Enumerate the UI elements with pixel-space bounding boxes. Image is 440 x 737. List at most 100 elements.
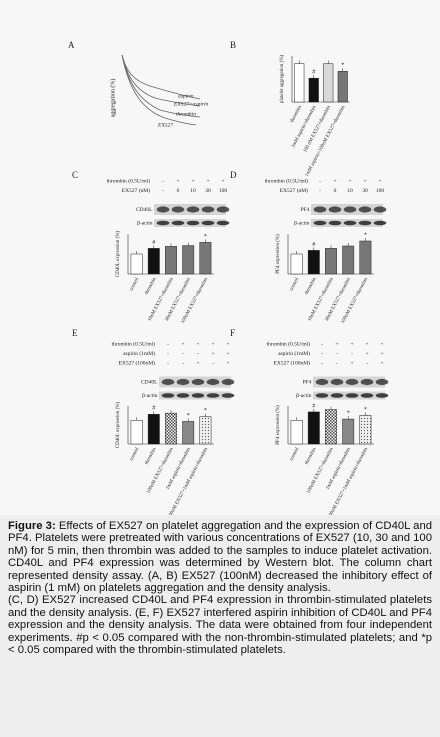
band-label: CD40L	[141, 379, 158, 385]
panel-label: B	[230, 40, 236, 50]
row-cell: -	[167, 351, 169, 357]
blot-band	[358, 220, 372, 226]
blot-band	[201, 206, 215, 213]
panel-label: A	[68, 40, 75, 50]
blot-band	[186, 220, 200, 226]
row-cell: +	[333, 178, 336, 184]
row-cell: -	[182, 360, 184, 366]
blot-band	[191, 378, 205, 386]
curve	[121, 54, 201, 118]
significance-marker: #	[152, 240, 155, 246]
bar	[290, 253, 303, 275]
bar	[325, 409, 337, 445]
blot-band	[201, 220, 215, 226]
blot-band	[176, 378, 190, 386]
blot-band	[373, 206, 387, 213]
row-cell: -	[366, 360, 368, 366]
row-cell: -	[336, 351, 338, 357]
bar	[199, 242, 212, 275]
blot-band	[360, 378, 374, 386]
blot-band	[315, 378, 329, 386]
band-label: PF4	[301, 207, 310, 213]
blot-band	[345, 393, 359, 398]
row-cell: +	[350, 341, 353, 347]
x-tick-label: control	[129, 277, 140, 292]
significance-marker: #	[312, 70, 315, 76]
blot-band	[171, 206, 185, 213]
row-cell: +	[211, 351, 214, 357]
bar	[359, 240, 372, 275]
row-cell: +	[380, 341, 383, 347]
bar	[294, 63, 305, 103]
bar	[165, 412, 177, 445]
bar	[342, 418, 355, 445]
row-label: EX527 (nM)	[280, 187, 308, 194]
row-cell: 10	[190, 188, 196, 194]
curve	[121, 54, 201, 100]
row-cell: +	[211, 341, 214, 347]
caption-paragraph: (C, D) EX527 increased CD40L and PF4 exp…	[8, 594, 432, 657]
blot-band	[313, 206, 327, 213]
bar	[130, 253, 143, 275]
significance-marker: *	[364, 407, 367, 413]
significance-marker: *	[364, 232, 367, 238]
row-cell: -	[167, 360, 169, 366]
significance-marker: #	[312, 403, 315, 409]
blot-band	[330, 393, 344, 398]
row-cell: -	[162, 178, 164, 184]
row-cell: +	[365, 351, 368, 357]
row-cell: +	[380, 360, 383, 366]
blot-band	[206, 378, 220, 386]
row-label: thrombin (0.5U/ml)	[107, 177, 151, 184]
band-label: β-actin	[294, 220, 310, 226]
bar	[147, 248, 160, 275]
bar	[342, 245, 355, 275]
curve-label: EX527	[157, 122, 173, 128]
row-cell: -	[162, 188, 164, 194]
bar	[308, 77, 319, 103]
blot-band	[360, 393, 374, 398]
blot-band	[375, 378, 389, 386]
row-cell: 30	[205, 188, 211, 194]
panel-label: E	[72, 328, 78, 338]
bar	[359, 415, 372, 445]
row-cell: -	[336, 360, 338, 366]
band-label: PF4	[303, 379, 312, 385]
blot-band	[216, 206, 230, 213]
blot-band	[206, 393, 220, 398]
row-cell: +	[363, 178, 366, 184]
row-cell: 100	[219, 188, 228, 194]
figure: A aggregation (%) aspirin EX527 + aspirin …	[68, 40, 389, 515]
row-cell: -	[197, 351, 199, 357]
bar	[307, 411, 320, 445]
row-cell: -	[182, 351, 184, 357]
caption-text: Effects of EX527 on platelet aggregation…	[8, 520, 433, 595]
row-cell: +	[226, 351, 229, 357]
bar	[147, 414, 160, 445]
row-cell: +	[206, 178, 209, 184]
significance-marker: #	[152, 406, 155, 412]
row-cell: 0	[177, 188, 180, 194]
caption-label: Figure 3:	[8, 520, 56, 532]
row-cell: +	[350, 360, 353, 366]
curve	[121, 54, 201, 107]
blot-band	[221, 378, 235, 386]
blot-band	[343, 206, 357, 213]
y-axis-label: aggregation (%)	[109, 79, 116, 118]
row-label: thrombin (0.5U/ml)	[267, 340, 311, 347]
blot-band	[221, 393, 235, 398]
row-cell: +	[191, 178, 194, 184]
blot-band	[315, 393, 329, 398]
blot-band	[156, 220, 170, 226]
significance-marker: *	[347, 410, 350, 416]
blot-band	[161, 393, 175, 398]
row-cell: +	[176, 178, 179, 184]
row-cell: +	[335, 341, 338, 347]
bar	[325, 248, 337, 275]
curve-label: EX527+aspirin	[173, 101, 209, 107]
row-cell: -	[351, 351, 353, 357]
row-cell: 30	[362, 188, 368, 194]
panel-label: C	[72, 170, 78, 180]
row-cell: +	[365, 341, 368, 347]
